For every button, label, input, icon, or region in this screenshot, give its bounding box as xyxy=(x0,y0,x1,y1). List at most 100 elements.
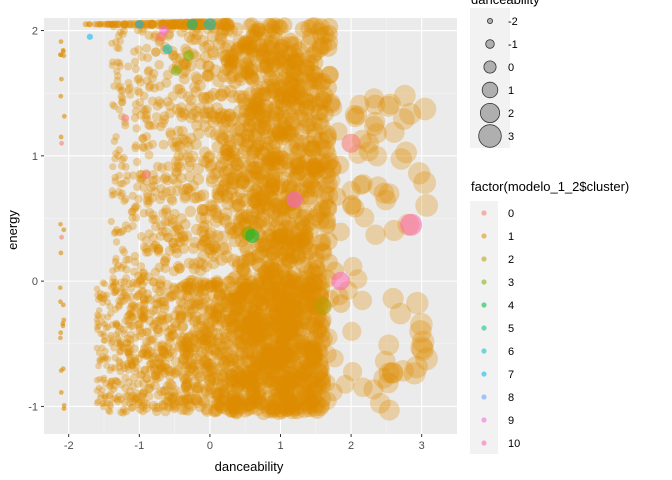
data-point xyxy=(204,358,217,371)
data-point xyxy=(199,212,212,225)
size-legend-key xyxy=(483,60,497,74)
data-point xyxy=(165,331,177,342)
data-point xyxy=(294,373,312,391)
data-point xyxy=(282,124,299,141)
data-point xyxy=(232,312,247,327)
data-point xyxy=(196,203,209,216)
data-point xyxy=(131,213,141,222)
data-point xyxy=(207,240,221,254)
data-point xyxy=(255,189,271,205)
data-point xyxy=(136,396,146,406)
data-point xyxy=(226,226,240,240)
data-point xyxy=(198,355,211,368)
data-point xyxy=(120,296,129,305)
data-point xyxy=(251,377,267,392)
data-point xyxy=(214,398,227,412)
data-point xyxy=(266,151,283,167)
data-point xyxy=(176,281,188,293)
x-axis-title: danceability xyxy=(215,459,284,474)
data-point xyxy=(223,108,237,122)
size-legend-label: 1 xyxy=(508,85,514,97)
data-point xyxy=(159,321,170,332)
data-point xyxy=(294,312,312,330)
data-point xyxy=(278,234,294,250)
data-point xyxy=(288,332,306,349)
data-point xyxy=(129,278,138,287)
data-point xyxy=(128,360,137,369)
data-point xyxy=(263,36,279,52)
data-point xyxy=(112,20,120,28)
data-point xyxy=(311,370,330,389)
data-point xyxy=(258,362,273,378)
data-point xyxy=(130,47,139,56)
data-point xyxy=(175,312,187,324)
data-point xyxy=(168,282,179,294)
data-point xyxy=(312,131,330,150)
data-point xyxy=(251,284,267,300)
data-point xyxy=(212,183,225,197)
data-point xyxy=(274,338,290,355)
data-point xyxy=(293,334,311,352)
data-point xyxy=(293,134,311,152)
data-point xyxy=(196,333,209,345)
data-point xyxy=(240,59,255,73)
data-point xyxy=(110,102,119,110)
data-point xyxy=(315,330,333,348)
data-point xyxy=(282,220,299,237)
data-point xyxy=(179,389,191,400)
data-point xyxy=(243,98,258,113)
data-point xyxy=(173,150,184,162)
data-point xyxy=(200,296,213,309)
data-point xyxy=(199,146,211,159)
data-point xyxy=(242,53,257,68)
data-point xyxy=(229,56,244,70)
data-point xyxy=(165,108,176,119)
data-point xyxy=(212,332,225,346)
color-legend-label: 4 xyxy=(508,300,514,312)
data-point xyxy=(224,84,238,98)
data-point xyxy=(166,290,178,301)
data-point xyxy=(176,331,187,343)
data-point xyxy=(270,385,286,402)
data-point xyxy=(290,41,308,59)
data-point xyxy=(101,280,109,288)
data-point xyxy=(248,323,263,338)
data-point xyxy=(161,77,172,88)
data-point xyxy=(304,389,323,407)
data-point xyxy=(227,404,241,418)
data-point xyxy=(152,406,162,417)
data-point xyxy=(256,49,271,64)
data-point xyxy=(225,369,239,383)
data-point xyxy=(266,284,282,300)
data-point xyxy=(105,382,114,391)
data-point xyxy=(58,335,63,341)
data-point xyxy=(171,247,183,259)
data-point xyxy=(276,317,292,334)
data-point xyxy=(132,393,141,402)
data-point xyxy=(124,79,133,87)
data-point xyxy=(262,354,278,370)
data-point xyxy=(210,102,224,115)
data-point xyxy=(99,319,106,326)
data-point xyxy=(277,154,294,171)
data-point xyxy=(261,151,276,167)
data-point xyxy=(225,144,239,159)
data-point xyxy=(167,218,178,229)
data-point xyxy=(246,188,261,203)
data-point xyxy=(235,345,249,360)
data-point xyxy=(165,185,176,197)
x-tick-label: 1 xyxy=(277,440,283,452)
data-point xyxy=(214,394,228,407)
color-legend-label: 3 xyxy=(508,277,514,289)
data-point xyxy=(186,298,198,310)
data-point xyxy=(313,369,332,388)
data-point xyxy=(269,376,286,392)
data-point xyxy=(154,262,165,273)
data-point xyxy=(164,401,174,412)
data-point xyxy=(149,352,159,362)
data-point xyxy=(161,187,172,198)
data-point xyxy=(277,171,293,188)
data-point xyxy=(217,357,231,371)
data-point xyxy=(266,110,283,127)
data-point xyxy=(275,363,292,379)
